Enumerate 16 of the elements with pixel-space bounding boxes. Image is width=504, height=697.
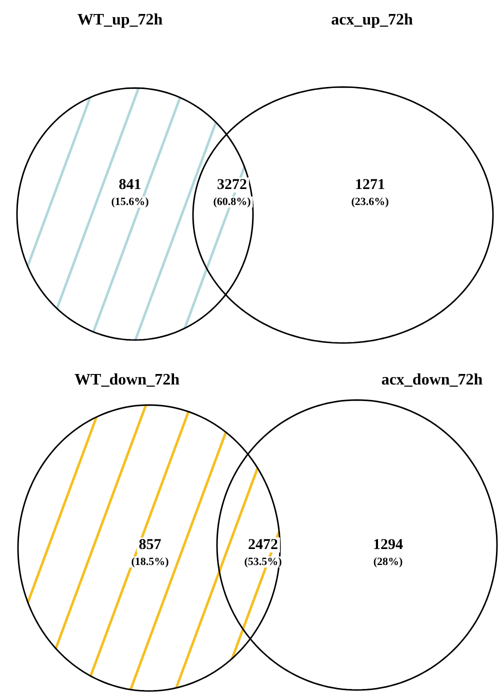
data-label: 1271 [355, 177, 385, 193]
data-label: 841 [118, 177, 142, 193]
data-label: 2472 [248, 537, 278, 553]
text: (23.6%) [351, 196, 390, 208]
text: WT_down_72h [74, 372, 180, 388]
text: (60.8%) [213, 196, 252, 208]
text: (18.5%) [131, 556, 170, 568]
data-label: 857 [138, 537, 162, 553]
text: (53.5%) [244, 556, 282, 568]
text: (15.6%) [111, 196, 150, 208]
text: (28%) [373, 556, 403, 568]
text: acx_up_72h [331, 12, 413, 28]
data-label: 1294 [373, 537, 404, 553]
text: WT_up_72h [77, 12, 163, 28]
data-label: 3272 [217, 177, 247, 193]
text: acx_down_72h [381, 372, 483, 388]
